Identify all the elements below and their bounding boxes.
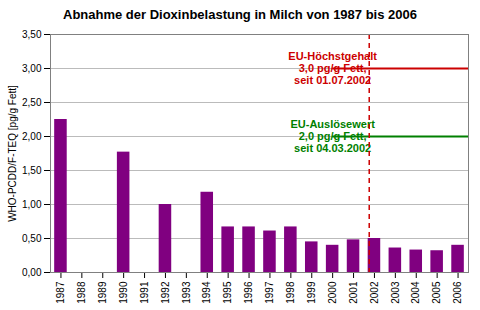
svg-text:1995: 1995 [222,281,233,304]
svg-text:EU-Höchstgehalt3,0 pg/g Fett,s: EU-Höchstgehalt3,0 pg/g Fett,seit 01.07.… [288,50,377,86]
svg-text:2003: 2003 [390,281,401,304]
svg-text:3,50: 3,50 [22,29,42,40]
svg-text:2004: 2004 [410,281,421,304]
html-text:Abnahme der Dioxinbelastung in: Abnahme der Dioxinbelastung in Milch von… [63,7,417,22]
svg-text:1988: 1988 [76,281,87,304]
svg-text:WHO-PCDD/F-TEQ [pg/g Fett]: WHO-PCDD/F-TEQ [pg/g Fett] [7,85,18,222]
svg-text:0,00: 0,00 [22,267,42,278]
svg-text:1989: 1989 [97,281,108,304]
svg-text:1,50: 1,50 [22,165,42,176]
svg-text:1999: 1999 [306,281,317,304]
svg-text:1998: 1998 [285,281,296,304]
svg-text:1991: 1991 [139,281,150,304]
svg-text:2006: 2006 [452,281,463,304]
svg-text:1994: 1994 [201,281,212,304]
svg-text:2005: 2005 [431,281,442,304]
svg-text:1993: 1993 [181,281,192,304]
svg-text:1992: 1992 [160,281,171,304]
svg-text:2,00: 2,00 [22,131,42,142]
svg-text:1987: 1987 [55,281,66,304]
svg-text:1,00: 1,00 [22,199,42,210]
svg-text:2001: 2001 [348,281,359,304]
svg-text:3,00: 3,00 [22,63,42,74]
svg-text:2000: 2000 [327,281,338,304]
svg-text:1997: 1997 [264,281,275,304]
svg-text:0,50: 0,50 [22,233,42,244]
svg-text:1996: 1996 [243,281,254,304]
svg-text:EU-Auslösewert2,0 pg/g Fett,se: EU-Auslösewert2,0 pg/g Fett,seit 04.03.2… [290,118,375,154]
svg-text:2,50: 2,50 [22,97,42,108]
svg-text:2002: 2002 [369,281,380,304]
svg-text:1990: 1990 [118,281,129,304]
